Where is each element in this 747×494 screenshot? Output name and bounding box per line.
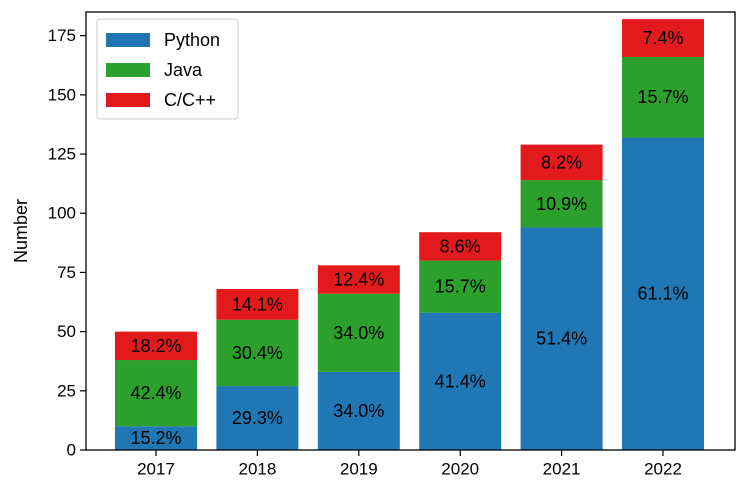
bar-python-2021 xyxy=(520,227,603,450)
data-label-python-2022: 61.1% xyxy=(637,284,688,304)
legend: Python Java C/C++ xyxy=(96,18,239,120)
y-tick-label-150: 150 xyxy=(48,85,76,104)
bars-layer xyxy=(115,19,704,450)
legend-label-cc: C/C++ xyxy=(164,90,216,110)
bar-java-2019 xyxy=(317,293,400,372)
bar-cc-2017 xyxy=(115,331,197,361)
legend-label-java: Java xyxy=(164,60,203,80)
data-label-cc-2017: 18.2% xyxy=(130,336,181,356)
data-label-cc-2020: 8.6% xyxy=(440,236,481,256)
data-label-java-2017: 42.4% xyxy=(130,383,181,403)
bar-python-2017 xyxy=(115,426,197,450)
y-tick-label-175: 175 xyxy=(48,26,76,45)
bar-python-2018 xyxy=(216,386,299,450)
y-tick-label-0: 0 xyxy=(67,441,76,460)
bar-python-2019 xyxy=(317,371,400,450)
y-axis-title: Number xyxy=(11,199,31,263)
y-tick-label-25: 25 xyxy=(57,381,76,400)
x-tick-label-2022: 2022 xyxy=(644,460,682,479)
bar-python-2022 xyxy=(622,137,704,450)
data-label-java-2022: 15.7% xyxy=(637,87,688,107)
data-label-java-2019: 34.0% xyxy=(333,323,384,343)
data-label-python-2020: 41.4% xyxy=(435,371,486,391)
bar-java-2021 xyxy=(520,180,603,228)
y-tick-label-50: 50 xyxy=(57,322,76,341)
data-label-cc-2021: 8.2% xyxy=(541,152,582,172)
bar-python-2020 xyxy=(419,312,502,450)
data-label-python-2017: 15.2% xyxy=(130,428,181,448)
bar-cc-2022 xyxy=(622,19,704,57)
bar-cc-2018 xyxy=(216,289,299,320)
x-tick-label-2017: 2017 xyxy=(137,460,175,479)
legend-swatch-java xyxy=(106,63,150,77)
data-label-java-2018: 30.4% xyxy=(232,343,283,363)
bar-java-2017 xyxy=(115,360,197,427)
y-tick-label-75: 75 xyxy=(57,263,76,282)
data-label-python-2018: 29.3% xyxy=(232,408,283,428)
bar-java-2018 xyxy=(216,319,299,387)
y-tick-label-100: 100 xyxy=(48,204,76,223)
plot-frame xyxy=(85,11,736,451)
x-tick-label-2019: 2019 xyxy=(340,460,378,479)
bar-cc-2020 xyxy=(419,232,502,261)
bar-java-2020 xyxy=(419,260,502,313)
data-label-python-2019: 34.0% xyxy=(333,401,384,421)
y-axis: 0 25 50 75 100 125 150 175 xyxy=(48,26,86,460)
legend-label-python: Python xyxy=(164,30,220,50)
x-tick-label-2018: 2018 xyxy=(238,460,276,479)
x-axis: 2017 2018 2019 2020 2021 2022 xyxy=(137,450,682,479)
bar-java-2022 xyxy=(622,56,704,138)
bar-cc-2019 xyxy=(317,265,400,294)
data-label-python-2021: 51.4% xyxy=(536,329,587,349)
x-tick-label-2020: 2020 xyxy=(441,460,479,479)
bar-cc-2021 xyxy=(520,144,603,181)
data-label-java-2021: 10.9% xyxy=(536,194,587,214)
data-label-cc-2018: 14.1% xyxy=(232,294,283,314)
data-label-java-2020: 15.7% xyxy=(435,277,486,297)
data-label-cc-2019: 12.4% xyxy=(333,270,384,290)
x-tick-label-2021: 2021 xyxy=(543,460,581,479)
segment-labels-layer: 15.2% 42.4% 18.2% 29.3% 30.4% 14.1% 34.0% 34.0%… xyxy=(130,28,688,448)
y-tick-label-125: 125 xyxy=(48,145,76,164)
legend-swatch-cc xyxy=(106,93,150,107)
data-label-cc-2022: 7.4% xyxy=(642,28,683,48)
legend-swatch-python xyxy=(106,33,150,47)
